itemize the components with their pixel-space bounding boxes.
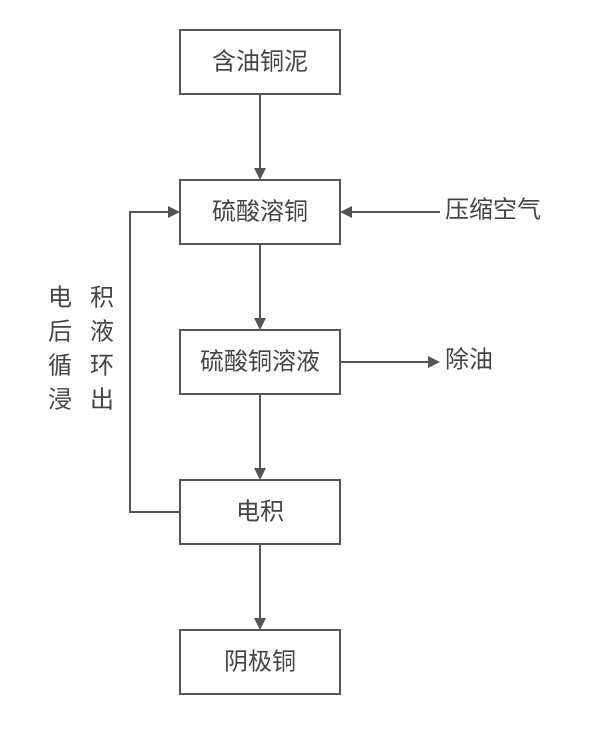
arrow-right-icon [168, 206, 180, 218]
feedback-label-line: 电 积 [48, 285, 120, 312]
flow-node-label: 阴极铜 [224, 649, 296, 676]
flow-node-label: 硫酸溶铜 [212, 199, 308, 226]
flow-node: 电积 [180, 480, 340, 544]
arrow-down-icon [254, 468, 266, 480]
flow-node: 硫酸铜溶液 [180, 330, 340, 394]
side-label: 除油 [445, 347, 493, 374]
feedback-label-line: 浸 出 [48, 387, 120, 414]
arrow-down-icon [254, 318, 266, 330]
flowchart-canvas: 含油铜泥硫酸溶铜硫酸铜溶液电积阴极铜 压缩空气除油 电 积后 液循 环浸 出 [0, 0, 600, 735]
flow-node: 硫酸溶铜 [180, 180, 340, 244]
arrow-left-icon [340, 206, 352, 218]
feedback-label-line: 后 液 [48, 319, 120, 346]
flow-node: 含油铜泥 [180, 30, 340, 94]
side-label: 压缩空气 [445, 197, 541, 224]
arrow-down-icon [254, 168, 266, 180]
flow-node-label: 硫酸铜溶液 [200, 349, 320, 376]
feedback-label-line: 循 环 [48, 353, 120, 380]
flow-node: 阴极铜 [180, 630, 340, 694]
arrow-right-icon [428, 356, 440, 368]
flow-node-label: 电积 [236, 499, 284, 526]
flow-node-label: 含油铜泥 [212, 49, 308, 76]
arrow-down-icon [254, 618, 266, 630]
feedback-edge [130, 212, 180, 512]
